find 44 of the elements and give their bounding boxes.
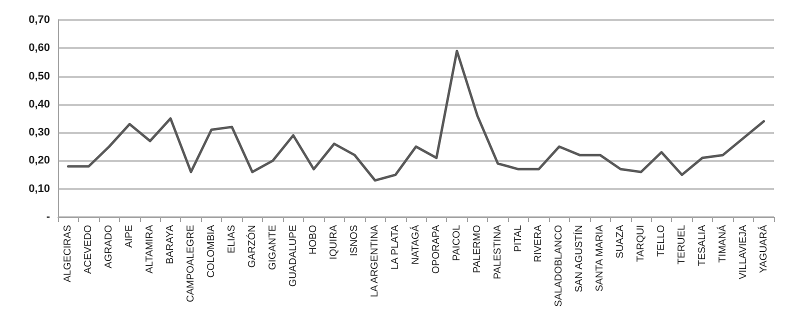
x-tick-label: IQUIRA <box>328 224 340 260</box>
x-tick-label: SAN AGUSTÍN <box>573 225 586 292</box>
y-tick-label: - <box>46 211 50 223</box>
x-tick-label: TIMANÁ <box>716 224 728 263</box>
y-tick-label: 0,70 <box>28 14 50 26</box>
x-tick-label: OPORAPA <box>430 224 442 274</box>
x-tick-label: PALERMO <box>472 224 483 274</box>
x-tick-label: PAICOL <box>451 224 462 261</box>
y-tick-label: 0,20 <box>28 154 50 167</box>
x-tick-label: YAGUARÁ <box>757 224 770 274</box>
x-tick-label: LA ARGENTINA <box>370 224 381 298</box>
y-tick-label: 0,40 <box>28 98 50 110</box>
x-tick-label: COLOMBIA <box>206 224 217 278</box>
x-tick-label: GARZÓN <box>246 225 258 268</box>
x-tick-label: NATAGÁ <box>410 224 422 265</box>
x-tick-label: GUADALUPE <box>288 224 299 287</box>
x-tick-label: ISNOS <box>349 224 360 256</box>
x-tick-label: AIPE <box>124 224 136 248</box>
x-tick-label: PITAL <box>512 224 524 252</box>
x-tick-label: ALGECIRAS <box>62 224 74 282</box>
x-tick-label: AGRADO <box>104 224 115 268</box>
line-series <box>66 50 766 182</box>
x-tick-label: TARQUI <box>636 225 647 262</box>
x-tick-label: SALADOBLANCO <box>554 224 565 307</box>
x-tick-label: BARAYA <box>165 224 176 264</box>
x-tick-label: TESALIA <box>696 224 708 266</box>
y-tick-label: 0,60 <box>28 42 50 54</box>
x-tick-label: TELLO <box>656 224 667 257</box>
x-tick-label: ACEVEDO <box>83 224 94 274</box>
y-tick-label: 0,10 <box>28 182 50 195</box>
x-tick-label: RIVERA <box>533 224 544 262</box>
x-tick-label: CAMPOALEGRE <box>185 224 196 302</box>
y-tick-label: 0,50 <box>28 70 50 82</box>
x-tick-label: ALTAMIRA <box>144 224 156 274</box>
x-tick-label: HOBO <box>308 224 320 254</box>
x-tick-label: TERUEL <box>676 224 688 264</box>
y-tick-label: 0,30 <box>28 126 50 139</box>
x-tick-label: ELIAS <box>226 224 238 254</box>
x-tick-label: GIGANTE <box>267 224 278 270</box>
x-tick-label: SUAZA <box>615 224 626 258</box>
x-tick-label: PALESTINA <box>492 224 504 280</box>
x-tick-label: VILLAVIEJA <box>738 224 749 280</box>
x-tick-label: SANTA MARIA <box>594 224 606 292</box>
x-tick-label: LA PLATA <box>390 224 402 270</box>
